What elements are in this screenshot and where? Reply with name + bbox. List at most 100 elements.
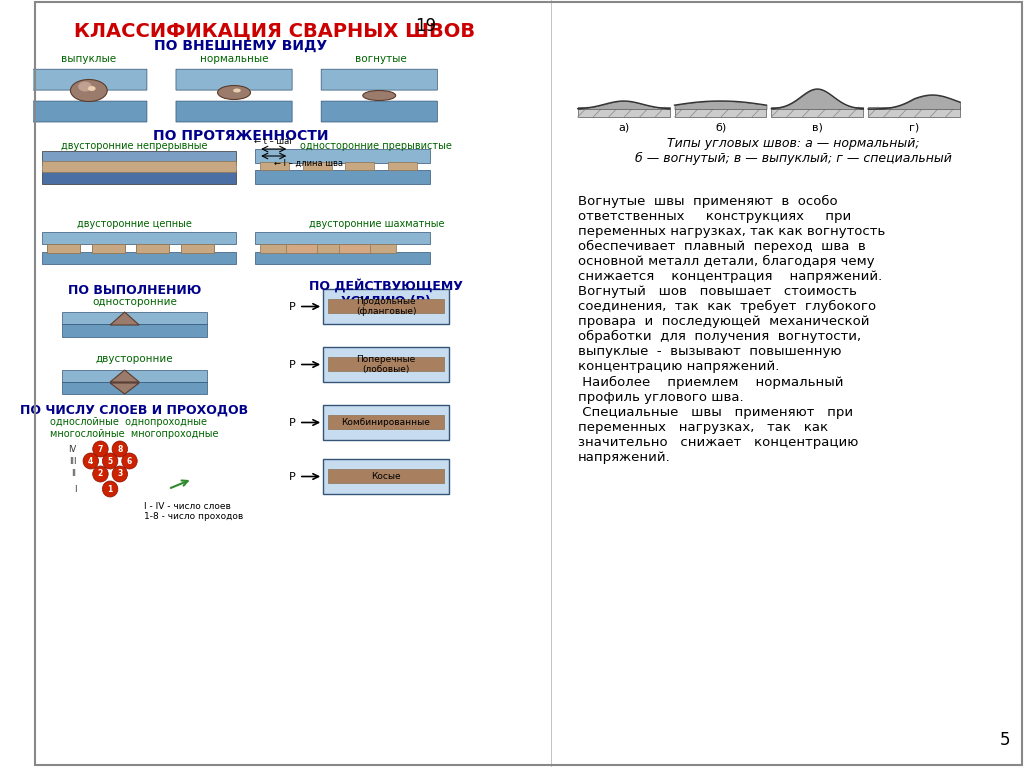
Bar: [42, 151, 236, 165]
Bar: [255, 149, 430, 163]
Text: I: I: [74, 485, 76, 493]
Bar: [771, 107, 863, 117]
Bar: [345, 162, 375, 170]
Bar: [42, 252, 236, 264]
Bar: [303, 162, 332, 170]
Circle shape: [102, 481, 118, 497]
Text: ← t – шаг: ← t – шаг: [254, 137, 294, 146]
Polygon shape: [111, 312, 139, 325]
Bar: [578, 107, 670, 117]
Text: однослойные  однопроходные
многослойные  многопроходные: однослойные однопроходные многослойные м…: [50, 417, 218, 439]
Text: IV: IV: [68, 445, 76, 453]
Bar: [47, 244, 80, 253]
Bar: [42, 232, 236, 244]
Bar: [260, 162, 289, 170]
Text: Комбинированные: Комбинированные: [342, 418, 430, 427]
Text: двусторонние шахматные: двусторонние шахматные: [308, 219, 444, 229]
Bar: [388, 162, 417, 170]
FancyBboxPatch shape: [31, 69, 146, 90]
Text: б): б): [715, 123, 726, 133]
Polygon shape: [111, 383, 139, 394]
Text: двусторонние непрерывные: двусторонние непрерывные: [61, 141, 208, 151]
Text: нормальные: нормальные: [200, 54, 268, 64]
Text: Продольные
(фланговые): Продольные (фланговые): [355, 297, 417, 316]
Text: 8: 8: [117, 445, 123, 453]
Bar: [181, 244, 214, 253]
Bar: [675, 107, 767, 117]
Bar: [47, 244, 80, 253]
Text: I - IV - число слоев: I - IV - число слоев: [144, 502, 230, 511]
Text: 5: 5: [108, 456, 113, 466]
Bar: [61, 312, 207, 324]
Bar: [328, 469, 444, 483]
Text: а): а): [618, 123, 630, 133]
Text: 4: 4: [88, 456, 93, 466]
Bar: [181, 244, 214, 253]
Text: 5: 5: [1000, 731, 1011, 749]
Text: выпуклые: выпуклые: [61, 54, 117, 64]
Text: Р: Р: [289, 301, 296, 311]
Bar: [339, 244, 370, 253]
FancyBboxPatch shape: [322, 101, 437, 122]
Ellipse shape: [71, 80, 108, 101]
Text: Косые: Косые: [372, 472, 400, 481]
Text: II: II: [72, 469, 76, 479]
Bar: [42, 170, 236, 184]
Bar: [255, 170, 430, 184]
Text: ПО ВНЕШНЕМУ ВИДУ: ПО ВНЕШНЕМУ ВИДУ: [155, 39, 328, 53]
Bar: [328, 357, 444, 371]
Bar: [324, 289, 449, 324]
Bar: [328, 415, 444, 429]
Text: ПО ДЕЙСТВУЮЩЕМУ
УСИЛИЮ (Р): ПО ДЕЙСТВУЮЩЕМУ УСИЛИЮ (Р): [309, 279, 463, 308]
Bar: [312, 244, 343, 253]
Bar: [324, 347, 449, 382]
Ellipse shape: [88, 86, 95, 91]
Polygon shape: [111, 370, 139, 382]
Bar: [61, 324, 207, 337]
Text: двусторонние: двусторонние: [95, 354, 173, 364]
Text: Вогнутые  швы  применяют  в  особо
ответственных     конструкциях     при
переме: Вогнутые швы применяют в особо ответстве…: [578, 195, 885, 463]
FancyBboxPatch shape: [322, 69, 437, 90]
Circle shape: [122, 453, 137, 469]
Bar: [328, 299, 444, 313]
Text: в): в): [812, 123, 822, 133]
Text: Р: Р: [289, 360, 296, 370]
Text: 3: 3: [117, 469, 123, 479]
Ellipse shape: [362, 91, 395, 100]
Text: Р: Р: [289, 417, 296, 427]
Text: 7: 7: [97, 445, 103, 453]
Bar: [365, 244, 395, 253]
Bar: [61, 382, 207, 394]
Text: Поперечные
(лобовые): Поперечные (лобовые): [356, 355, 416, 374]
Text: односторонние: односторонние: [92, 297, 177, 307]
Bar: [255, 232, 430, 244]
Bar: [260, 244, 291, 253]
Circle shape: [102, 453, 118, 469]
Text: 1-8 - число проходов: 1-8 - число проходов: [144, 512, 244, 521]
Bar: [136, 244, 169, 253]
Text: г): г): [909, 123, 920, 133]
Bar: [92, 244, 125, 253]
Ellipse shape: [217, 85, 251, 100]
Ellipse shape: [78, 81, 92, 91]
Circle shape: [93, 466, 109, 482]
FancyBboxPatch shape: [176, 69, 292, 90]
Circle shape: [93, 441, 109, 457]
Bar: [42, 161, 236, 172]
Text: односторонние прерывистые: односторонние прерывистые: [300, 141, 453, 151]
Circle shape: [83, 453, 98, 469]
Circle shape: [112, 466, 128, 482]
Bar: [287, 244, 317, 253]
FancyBboxPatch shape: [176, 101, 292, 122]
Text: ПО ВЫПОЛНЕНИЮ: ПО ВЫПОЛНЕНИЮ: [68, 284, 201, 297]
Text: Р: Р: [289, 472, 296, 482]
Text: 2: 2: [98, 469, 103, 479]
Text: ПО ПРОТЯЖЕННОСТИ: ПО ПРОТЯЖЕННОСТИ: [153, 129, 329, 143]
Text: Типы угловых швов: а — нормальный;
б — вогнутый; в — выпуклый; г — специальный: Типы угловых швов: а — нормальный; б — в…: [635, 137, 952, 165]
Text: двусторонние цепные: двусторонние цепные: [77, 219, 191, 229]
Text: 19: 19: [415, 17, 436, 35]
Ellipse shape: [233, 88, 241, 93]
Bar: [92, 244, 125, 253]
Bar: [61, 370, 207, 382]
Bar: [868, 107, 961, 117]
